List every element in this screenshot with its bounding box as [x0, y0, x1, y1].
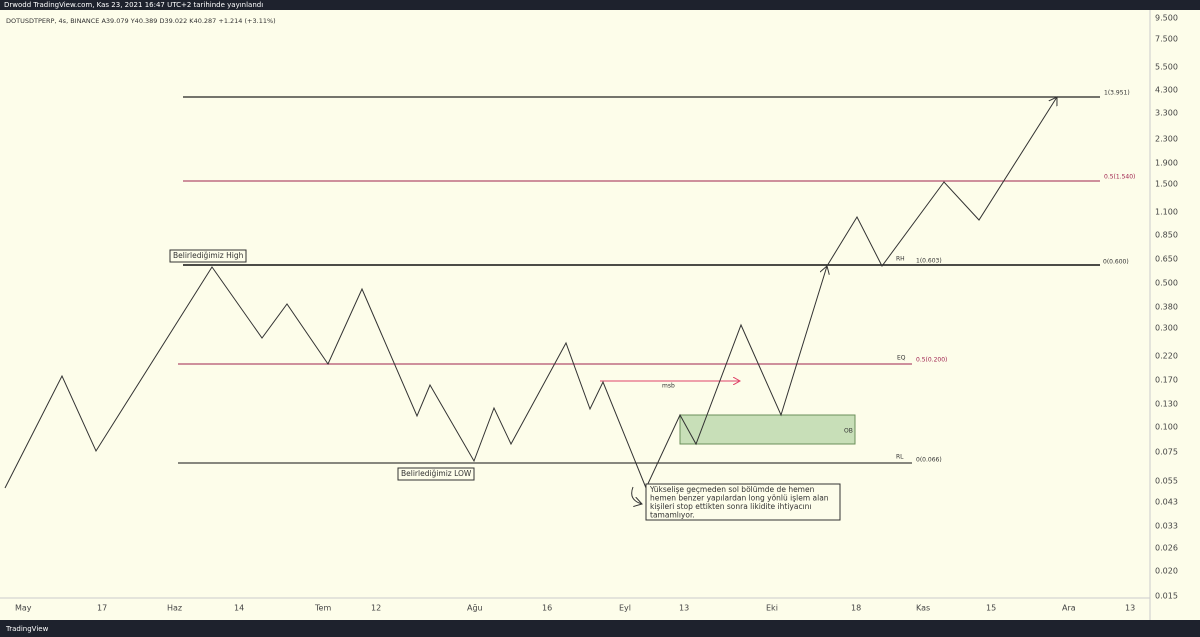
ob-label: OB	[844, 428, 853, 435]
price-label: 1.500	[1155, 180, 1178, 189]
time-label: 16	[542, 604, 552, 613]
time-label: 14	[234, 604, 244, 613]
price-label: 0.033	[1155, 522, 1178, 531]
level-label: 0(0.066)	[916, 457, 942, 464]
time-label: Eki	[766, 604, 778, 613]
price-label: 0.170	[1155, 376, 1178, 385]
time-label: Kas	[916, 604, 930, 613]
price-label: 3.300	[1155, 109, 1178, 118]
note-line: tamamlıyor.	[650, 511, 695, 520]
time-label: Eyl	[619, 604, 631, 613]
price-label: 0.100	[1155, 423, 1178, 432]
time-label: 17	[97, 604, 107, 613]
label-box	[169, 249, 247, 263]
time-label: 12	[371, 604, 381, 613]
order-block	[679, 414, 856, 445]
price-label: 5.500	[1155, 63, 1178, 72]
note-box	[645, 483, 841, 521]
price-label: 0.043	[1155, 498, 1178, 507]
level-label: 0(0.600)	[1103, 259, 1129, 266]
price-axis: 9.500 7.500 5.500 4.300 3.300 2.300 1.900 1.500…	[1155, 14, 1178, 601]
price-label: 0.220	[1155, 352, 1178, 361]
time-label: Ara	[1062, 604, 1076, 613]
price-label: 0.850	[1155, 231, 1178, 240]
price-label: 0.130	[1155, 400, 1178, 409]
note-line: Yükselişe geçmeden sol bölümde de hemen	[649, 485, 815, 494]
time-label: 13	[1125, 604, 1135, 613]
note: Yükselişe geçmeden sol bölümde de hemenh…	[649, 485, 829, 520]
time-label: 15	[986, 604, 996, 613]
level-label: RL	[896, 454, 904, 461]
high-label: Belirlediğimiz High	[173, 251, 244, 260]
zigzag-path	[4, 266, 827, 490]
msb-label: msb	[662, 383, 675, 390]
level-label: 1(3.951)	[1104, 90, 1130, 97]
price-label: 0.026	[1155, 544, 1178, 553]
price-label: 0.380	[1155, 303, 1178, 312]
low-label: Belirlediğimiz LOW	[401, 469, 472, 478]
price-label: 0.300	[1155, 324, 1178, 333]
note-line: kişileri stop ettikten sonra likidite ih…	[650, 502, 812, 511]
price-label: 0.500	[1155, 279, 1178, 288]
time-label: Ağu	[467, 604, 483, 613]
note-line: hemen benzer yapılardan long yönlü işlem…	[650, 494, 829, 503]
price-label: 7.500	[1155, 35, 1178, 44]
price-label: 9.500	[1155, 14, 1178, 23]
price-label: 0.075	[1155, 448, 1178, 457]
symbol-info: DOTUSDTPERP, 4s, BINANCE A39.079 Y40.389…	[6, 17, 276, 25]
price-label: 1.900	[1155, 159, 1178, 168]
price-label: 0.015	[1155, 592, 1178, 601]
time-axis: May 17 Haz 14 Tem 12 Ağu 16 Eyl 13 Eki 18 Kas 15 Ara 13	[15, 604, 1135, 613]
zigzag-path	[826, 97, 1057, 267]
note-arrow	[631, 486, 642, 504]
level-label: 0.5(1.540)	[1104, 174, 1135, 181]
price-label: 0.020	[1155, 567, 1178, 576]
price-label: 0.055	[1155, 477, 1178, 486]
footer-bar	[0, 620, 1200, 637]
level-label: 1(0.603)	[916, 258, 942, 265]
time-label: 13	[679, 604, 689, 613]
time-label: May	[15, 604, 32, 613]
price-label: 1.100	[1155, 208, 1178, 217]
time-label: 18	[851, 604, 861, 613]
footer-brand: TradingView	[5, 625, 49, 633]
price-label: 4.300	[1155, 86, 1178, 95]
level-label: EQ	[897, 355, 906, 362]
header-title: Drwodd TradingView.com, Kas 23, 2021 16:…	[4, 1, 263, 9]
level-label: 0.5(0.200)	[916, 357, 947, 364]
label-box	[397, 467, 475, 481]
time-label: Haz	[167, 604, 182, 613]
level-label: RH	[896, 256, 905, 263]
price-label: 2.300	[1155, 135, 1178, 144]
time-label: Tem	[314, 604, 331, 613]
price-label: 0.650	[1155, 255, 1178, 264]
header-bar	[0, 0, 1200, 10]
